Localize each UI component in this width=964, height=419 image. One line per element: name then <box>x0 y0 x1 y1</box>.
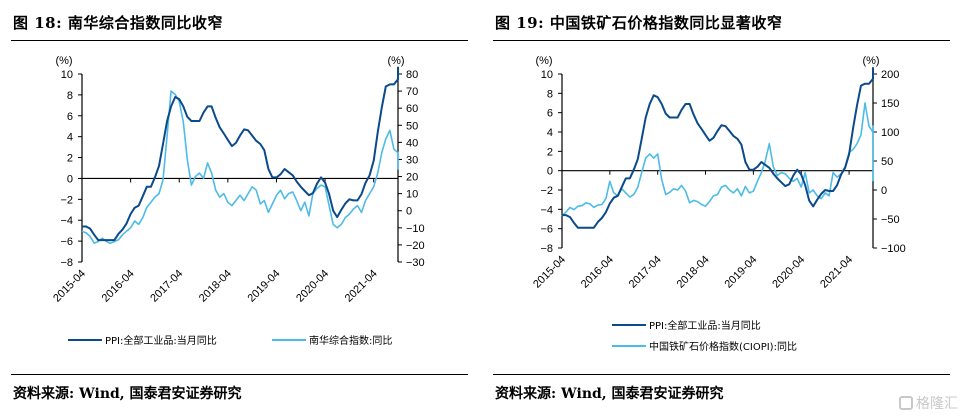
title-divider <box>493 40 950 41</box>
right-y-tick-label: 30 <box>406 154 418 166</box>
right-y-tick-label: 100 <box>881 127 899 139</box>
source-divider <box>11 374 468 375</box>
left-y-tick-label: −2 <box>60 194 73 206</box>
left-y-tick-label: 2 <box>547 146 553 158</box>
left-y-tick-label: −4 <box>60 215 73 227</box>
right-y-tick-label: 60 <box>406 103 418 115</box>
left-y-tick-label: 2 <box>67 153 73 165</box>
legend-swatch-nanhua <box>272 338 306 341</box>
right-y-tick-label: 200 <box>881 69 899 81</box>
left-y-tick-label: 8 <box>547 88 553 100</box>
left-y-tick-label: −4 <box>540 204 553 216</box>
left-y-tick-label: 6 <box>547 108 553 120</box>
left-y-unit-label: (%) <box>55 55 72 67</box>
x-tick-label: 2018-04 <box>675 254 712 291</box>
left-y-tick-label: −8 <box>540 243 553 255</box>
left-y-tick-label: −6 <box>60 236 73 248</box>
series-line-secondary <box>561 102 874 217</box>
legend-label-ciopi: 中国铁矿石价格指数(CIOPI):同比 <box>649 342 797 353</box>
legend-item-ciopi: 中国铁矿石价格指数(CIOPI):同比 <box>612 338 797 353</box>
x-tick-label: 2019-04 <box>722 254 759 291</box>
legend-item-nanhua: 南华综合指数:同比 <box>272 332 392 347</box>
right-y-tick-label: −30 <box>406 257 425 269</box>
left-y-tick-label: 10 <box>541 69 553 81</box>
x-tick-label: 2020-04 <box>770 254 807 291</box>
legend-swatch-ppi <box>68 338 102 341</box>
right-y-unit-label: (%) <box>862 55 879 67</box>
legend-swatch-ciopi <box>612 344 646 347</box>
chart-19: −8−6−4−20246810(%)−100−50050100150200(%)… <box>531 55 906 291</box>
right-y-tick-label: 80 <box>406 69 418 81</box>
watermark-text: 格隆汇 <box>916 396 958 412</box>
left-y-unit-label: (%) <box>535 55 552 67</box>
right-y-tick-label: 10 <box>406 189 418 201</box>
source-divider <box>493 374 950 375</box>
right-y-tick-label: 40 <box>406 137 418 149</box>
x-tick-label: 2020-04 <box>294 268 331 305</box>
right-y-tick-label: 50 <box>881 156 893 168</box>
left-y-tick-label: 6 <box>67 111 73 123</box>
source-note: 资料来源: Wind, 国泰君安证券研究 <box>495 386 724 402</box>
x-tick-label: 2021-04 <box>818 254 855 291</box>
x-tick-label: 2015-04 <box>531 254 568 291</box>
right-y-unit-label: (%) <box>387 55 404 67</box>
left-y-tick-label: −2 <box>540 185 553 197</box>
figure-18-panel: 图 18: 南华综合指数同比收窄 −8 −6 −4 −2 0 2 4 6 8 10 (%) −30 −2… <box>11 14 468 402</box>
left-y-tick-label: 4 <box>547 127 553 139</box>
figure-title: 图 18: 南华综合指数同比收窄 <box>13 14 223 32</box>
x-tick-label: 2018-04 <box>197 268 234 305</box>
title-divider <box>11 40 468 41</box>
left-y-tick-label: 0 <box>547 166 553 178</box>
series-line-ppi <box>82 66 399 242</box>
right-y-tick-label: −20 <box>406 240 425 252</box>
right-y-tick-label: 0 <box>881 185 887 197</box>
right-y-tick-label: −10 <box>406 223 425 235</box>
x-tick-label: 2017-04 <box>148 268 185 305</box>
gelonghui-logo-icon <box>899 396 913 410</box>
legend-label-ppi: PPI:全部工业品:当月同比 <box>105 336 217 347</box>
legend-label-nanhua: 南华综合指数:同比 <box>309 336 393 347</box>
legend-swatch-ppi <box>612 323 646 326</box>
source-note: 资料来源: Wind, 国泰君安证券研究 <box>13 386 242 402</box>
x-tick-label: 2016-04 <box>100 268 137 305</box>
x-tick-label: 2017-04 <box>627 254 664 291</box>
left-y-tick-label: −8 <box>60 257 73 269</box>
right-y-tick-label: 70 <box>406 86 418 98</box>
x-tick-label: 2016-04 <box>579 254 616 291</box>
left-y-tick-label: 10 <box>61 69 73 81</box>
legend-item-ppi: PPI:全部工业品:当月同比 <box>68 332 217 347</box>
figure-title: 图 19: 中国铁矿石价格指数同比显著收窄 <box>495 14 783 32</box>
right-y-tick-label: −100 <box>881 243 906 255</box>
legend-label-ppi: PPI:全部工业品:当月同比 <box>649 321 761 332</box>
left-y-tick-label: 4 <box>67 132 73 144</box>
watermark: 格隆汇 <box>899 393 958 413</box>
right-y-tick-label: 150 <box>881 98 899 110</box>
left-y-tick-label: −6 <box>540 224 553 236</box>
right-y-tick-label: −50 <box>881 214 900 226</box>
legend-item-ppi: PPI:全部工业品:当月同比 <box>612 317 761 332</box>
left-y-tick-label: 0 <box>67 173 73 185</box>
x-tick-label: 2021-04 <box>343 268 380 305</box>
left-y-tick-label: 8 <box>67 90 73 102</box>
right-y-tick-label: 0 <box>406 206 412 218</box>
series-line-secondary <box>81 90 399 244</box>
x-tick-label: 2015-04 <box>51 268 88 305</box>
right-y-tick-label: 50 <box>406 120 418 132</box>
figure-19-panel: 图 19: 中国铁矿石价格指数同比显著收窄 −8 −6 −4 −2 0 2 4 6 8 10 (%)… <box>482 0 964 419</box>
x-tick-label: 2019-04 <box>246 268 283 305</box>
right-y-tick-label: 20 <box>406 172 418 184</box>
chart-18: −8−6−4−20246810(%)−30−20−100102030405060… <box>51 55 425 305</box>
series-line-ppi <box>562 67 874 229</box>
